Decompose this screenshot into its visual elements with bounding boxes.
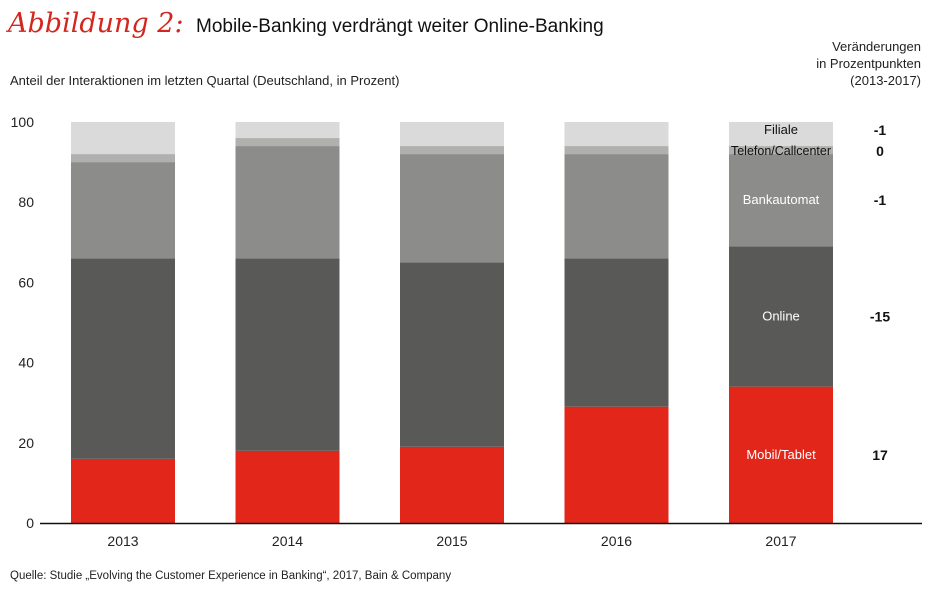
bar-2014-filiale xyxy=(235,122,340,139)
bar-2013-online xyxy=(71,258,175,459)
bar-2017-online xyxy=(729,246,833,387)
bar-2017-filiale xyxy=(729,122,833,147)
change-value-telefon-callcenter: 0 xyxy=(876,143,884,159)
change-value-online: -15 xyxy=(870,308,890,324)
y-tick-label-40: 40 xyxy=(18,355,34,371)
segment-label-bankautomat: Bankautomat xyxy=(743,192,820,207)
bar-2017-mobil-tablet xyxy=(729,386,833,523)
bar-2014-telefon-callcenter xyxy=(235,138,340,147)
figure-label: Abbildung 2: xyxy=(8,8,184,39)
change-column-header: Veränderungen in Prozentpunkten (2013-20… xyxy=(721,38,921,89)
y-tick-label-100: 100 xyxy=(11,114,35,130)
change-value-filiale: -1 xyxy=(874,122,887,138)
bar-2013-mobil-tablet xyxy=(71,458,175,523)
change-value-bankautomat: -1 xyxy=(874,192,887,208)
bar-2016-filiale xyxy=(564,122,669,147)
bar-2015-telefon-callcenter xyxy=(400,146,504,155)
segment-label-filiale: Filiale xyxy=(764,122,798,137)
segment-label-mobil-tablet: Mobil/Tablet xyxy=(746,447,816,462)
figure-title: Mobile-Banking verdrängt weiter Online-B… xyxy=(196,16,604,37)
source-note: Quelle: Studie „Evolving the Customer Ex… xyxy=(10,570,452,582)
bar-2016-mobil-tablet xyxy=(564,406,669,523)
bar-2015-online xyxy=(400,262,504,447)
segment-label-online: Online xyxy=(762,308,800,323)
x-tick-label-2014: 2014 xyxy=(272,533,303,549)
change-header-line-3: (2013-2017) xyxy=(850,73,921,88)
bar-2014-online xyxy=(235,258,340,451)
bar-2015-mobil-tablet xyxy=(400,446,504,523)
bar-2015-filiale xyxy=(400,122,504,147)
page-title: Abbildung 2: Mobile-Banking verdrängt we… xyxy=(8,8,604,39)
y-tick-label-0: 0 xyxy=(26,515,34,531)
y-tick-label-20: 20 xyxy=(18,435,34,451)
x-tick-label-2017: 2017 xyxy=(765,533,796,549)
chart-subtitle: Anteil der Interaktionen im letzten Quar… xyxy=(10,73,400,88)
bar-2013-telefon-callcenter xyxy=(71,154,175,163)
change-header-line-2: in Prozentpunkten xyxy=(816,56,921,71)
x-tick-label-2013: 2013 xyxy=(107,533,138,549)
change-value-mobil-tablet: 17 xyxy=(872,447,888,463)
bar-2014-mobil-tablet xyxy=(235,450,340,523)
bar-2016-online xyxy=(564,258,669,407)
y-tick-label-80: 80 xyxy=(18,194,34,210)
change-header-line-1: Veränderungen xyxy=(832,39,921,54)
bar-2017-bankautomat xyxy=(729,154,833,247)
x-tick-label-2015: 2015 xyxy=(436,533,467,549)
bar-2013-filiale xyxy=(71,122,175,155)
y-tick-label-60: 60 xyxy=(18,274,34,290)
bar-2016-bankautomat xyxy=(564,154,669,259)
x-tick-label-2016: 2016 xyxy=(601,533,632,549)
bar-2013-bankautomat xyxy=(71,162,175,259)
bar-2016-telefon-callcenter xyxy=(564,146,669,155)
bar-2015-bankautomat xyxy=(400,154,504,263)
segment-label-telefon-callcenter: Telefon/Callcenter xyxy=(731,144,831,158)
bar-2017-telefon-callcenter xyxy=(729,146,833,155)
bar-2014-bankautomat xyxy=(235,146,340,259)
